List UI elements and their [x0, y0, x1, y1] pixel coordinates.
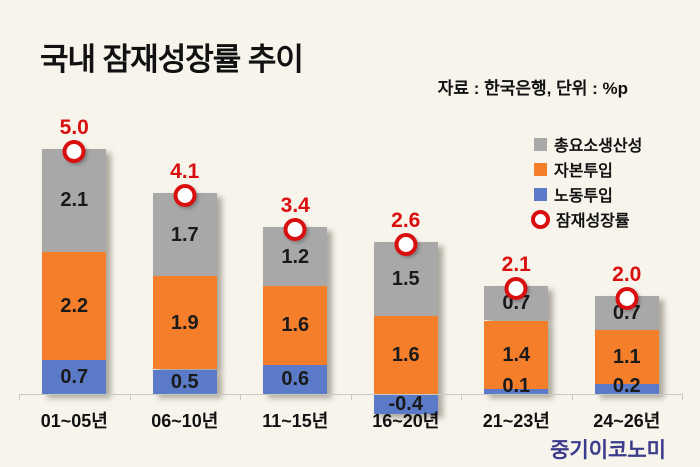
potential-growth-marker	[62, 139, 86, 163]
x-axis-label-24~26년: 24~26년	[593, 411, 661, 431]
legend-square-icon	[534, 137, 547, 151]
bar-segment-노동투입	[152, 369, 217, 394]
bar-segment-자본투입	[484, 320, 549, 390]
legend-label: 잠재성장률	[556, 213, 630, 230]
x-axis-label-16~20년: 16~20년	[372, 411, 440, 431]
source-note: 자료 : 한국은행, 단위 : %p	[437, 79, 628, 98]
legend-item: 총요소생산성	[534, 134, 643, 155]
potential-growth-value: 4.1	[170, 159, 200, 183]
bar-segment-자본투입	[42, 251, 107, 360]
segment-value-label: 0.1	[502, 375, 531, 397]
axis-tick	[682, 394, 683, 400]
segment-value-label: 1.4	[502, 343, 531, 366]
potential-growth-value: 2.6	[391, 208, 421, 232]
x-axis-label-11~15년: 11~15년	[262, 411, 329, 431]
legend-label: 총요소생산성	[554, 138, 643, 155]
bar-segment-노동투입	[373, 394, 438, 414]
axis-tick	[19, 394, 20, 400]
segment-value-label: 1.9	[170, 311, 199, 334]
bar-segment-총요소생산성	[42, 149, 107, 252]
potential-growth-value: 3.4	[280, 193, 310, 217]
bar-segment-노동투입	[263, 364, 328, 394]
potential-growth-marker	[173, 183, 197, 207]
potential-growth-marker	[394, 232, 418, 256]
segment-value-label: 2.2	[60, 294, 89, 317]
x-axis-label-06~10년: 06~10년	[151, 411, 219, 431]
axis-tick	[240, 394, 241, 400]
segment-value-label: 1.1	[612, 346, 641, 369]
segment-value-label: 1.7	[170, 223, 199, 246]
segment-value-label: 0.6	[281, 368, 310, 391]
page-title: 국내 잠재성장률 추이	[40, 42, 304, 77]
segment-value-label: 1.2	[281, 245, 310, 268]
legend-square-icon	[534, 162, 547, 176]
bar-segment-자본투입	[263, 286, 328, 365]
segment-value-label: 1.5	[391, 267, 420, 290]
x-axis-label-01~05년: 01~05년	[40, 411, 108, 431]
legend-item: 잠재성장률	[531, 209, 642, 230]
bar-segment-노동투입	[42, 359, 107, 394]
legend-label: 자본투입	[554, 163, 613, 180]
potential-growth-value: 2.0	[612, 262, 642, 286]
potential-growth-value: 2.1	[501, 252, 531, 276]
legend-label: 노동투입	[554, 188, 613, 205]
axis-tick	[461, 394, 462, 400]
potential-growth-marker	[504, 276, 528, 300]
axis-tick	[350, 394, 352, 400]
bar-segment-자본투입	[152, 276, 217, 370]
potential-growth-value: 5.0	[59, 115, 89, 139]
segment-value-label: -0.4	[388, 392, 423, 415]
legend-ring-icon	[531, 209, 550, 229]
segment-value-label: 0.5	[170, 370, 199, 393]
axis-tick	[571, 394, 573, 400]
segment-value-label: 1.6	[281, 314, 310, 337]
x-axis-label-21~23년: 21~23년	[482, 411, 550, 431]
potential-growth-marker	[283, 217, 307, 241]
bar-segment-총요소생산성	[152, 193, 217, 277]
bar-segment-자본투입	[594, 330, 659, 385]
bar-segment-노동투입	[484, 389, 549, 394]
legend-square-icon	[534, 187, 547, 201]
segment-value-label: 0.7	[60, 365, 89, 388]
segment-value-label: 2.1	[60, 189, 89, 212]
segment-value-label: 0.2	[612, 375, 641, 397]
legend-item: 노동투입	[534, 184, 642, 205]
bar-segment-노동투입	[594, 384, 659, 394]
legend-item: 자본투입	[534, 159, 642, 180]
watermark: 중기이코노미	[550, 439, 666, 462]
axis-tick	[129, 394, 131, 400]
potential-growth-marker	[615, 286, 639, 310]
bar-segment-자본투입	[373, 315, 438, 394]
segment-value-label: 1.6	[391, 343, 420, 366]
